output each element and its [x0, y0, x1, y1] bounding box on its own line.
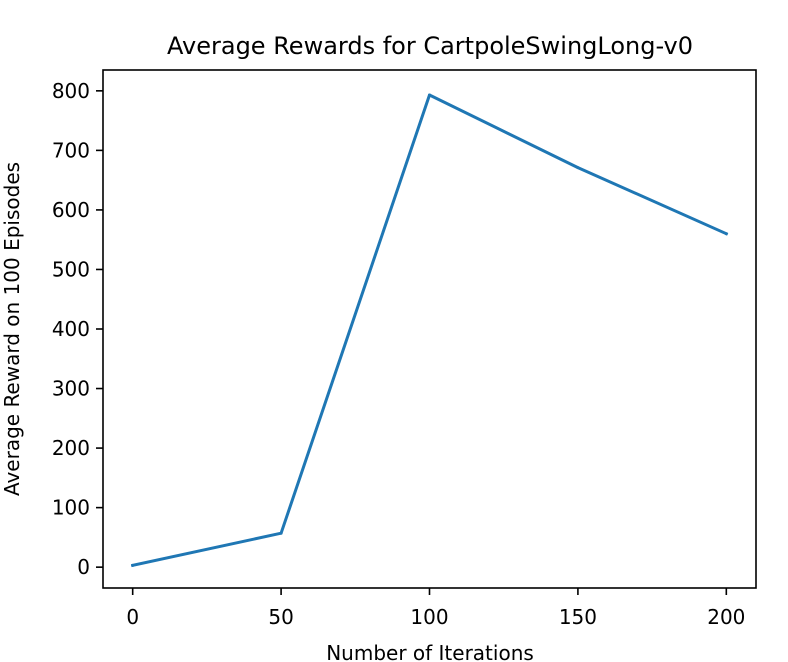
- x-axis-title: Number of Iterations: [326, 641, 534, 662]
- y-tick-label: 300: [52, 377, 90, 401]
- plot-frame: [102, 69, 757, 589]
- chart-title: Average Rewards for CartpoleSwingLong-v0: [167, 32, 693, 60]
- y-tick-label: 400: [52, 317, 90, 341]
- data-point: [576, 166, 580, 170]
- x-tick-label: 150: [559, 605, 597, 629]
- data-point: [428, 93, 431, 97]
- data-point: [279, 531, 283, 535]
- x-tick-label: 100: [410, 605, 448, 629]
- data-point: [131, 563, 135, 567]
- y-tick-label: 100: [52, 496, 90, 520]
- plot-area: 0 50 100 150 200 0 100 200 300 400 500 600 700 800: [52, 79, 746, 629]
- y-tick-label: 0: [77, 555, 90, 579]
- y-tick-label: 200: [52, 436, 90, 460]
- y-tick-label: 500: [52, 257, 90, 281]
- data-point: [724, 232, 728, 236]
- x-tick-label: 0: [126, 605, 139, 629]
- x-tick-label: 50: [268, 605, 293, 629]
- x-tick-label: 200: [707, 605, 745, 629]
- y-tick-label: 800: [52, 79, 90, 103]
- y-tick-label: 600: [52, 198, 90, 222]
- y-axis-title: Average Reward on 100 Episodes: [0, 162, 24, 496]
- y-tick-label: 700: [52, 138, 90, 162]
